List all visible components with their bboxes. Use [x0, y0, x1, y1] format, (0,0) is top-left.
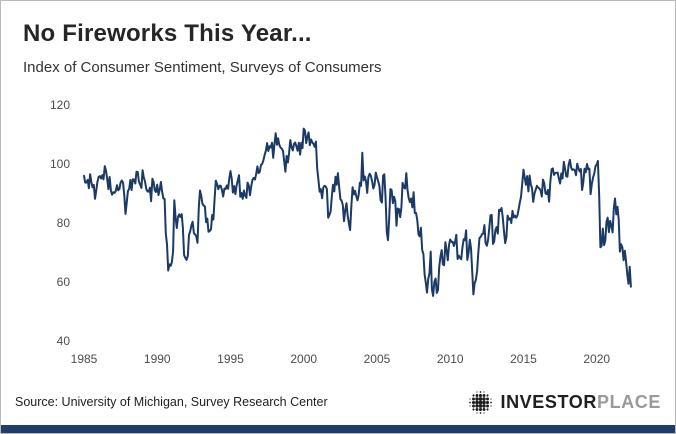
globe-dot [482, 396, 487, 401]
globe-dot [476, 407, 479, 411]
brand-primary: INVESTOR [500, 391, 597, 412]
x-axis-tick-label: 1990 [144, 352, 171, 366]
y-axis-tick-label: 40 [57, 334, 71, 348]
globe-dot [482, 400, 487, 404]
globe-dot [483, 393, 486, 397]
globe-dot [472, 407, 476, 411]
source-attribution: Source: University of Michigan, Survey R… [15, 395, 328, 409]
y-axis-tick-label: 120 [50, 98, 70, 112]
globe-dot [490, 397, 493, 400]
globe-dot [476, 390, 479, 393]
globe-dot [479, 403, 483, 408]
x-axis-tick-label: 2000 [290, 352, 317, 366]
dot-globe-icon [469, 390, 493, 414]
page-title: No Fireworks This Year... [23, 20, 312, 47]
globe-dot [472, 400, 476, 404]
globe-dot [483, 390, 486, 393]
x-axis-tick-label: 2005 [364, 352, 391, 366]
y-axis-tick-label: 80 [57, 216, 71, 230]
accent-bottom-bar [1, 425, 675, 433]
chart-footer: Source: University of Michigan, Survey R… [1, 379, 675, 425]
globe-dot [476, 411, 479, 414]
chart-header: No Fireworks This Year... Index of Consu… [1, 1, 675, 77]
chart-subtitle: Index of Consumer Sentiment, Surveys of … [23, 59, 382, 76]
globe-dot [472, 393, 476, 397]
globe-dot [479, 396, 483, 401]
sentiment-line-chart: 40 60 80 100 120 1985 1990 1995 2000 2005 2010 2015… [50, 98, 632, 366]
globe-dot [483, 407, 486, 411]
y-axis-tick-label: 100 [50, 157, 70, 171]
globe-dot [486, 407, 490, 411]
globe-dot [469, 397, 472, 400]
globe-dot [480, 411, 482, 414]
x-axis-tick-label: 1985 [71, 352, 98, 366]
globe-dot [476, 393, 479, 397]
globe-dot [482, 403, 487, 408]
brand-secondary: PLACE [596, 391, 661, 412]
x-axis-tick-label: 2010 [437, 352, 464, 366]
globe-dot [490, 401, 493, 403]
globe-dot [480, 390, 482, 393]
chart-area: 40 60 80 100 120 1985 1990 1995 2000 2005 2010 2015… [1, 77, 675, 382]
globe-dot [486, 397, 490, 400]
globe-dot [475, 400, 480, 404]
globe-dot [483, 411, 486, 414]
globe-dot [469, 401, 472, 403]
brand-wordmark: INVESTORPLACE [500, 392, 661, 413]
investorplace-logo: INVESTORPLACE [468, 390, 661, 415]
globe-dot [486, 400, 490, 404]
globe-dot [479, 393, 483, 397]
globe-dot [475, 396, 480, 401]
globe-dot [490, 404, 493, 407]
globe-dot [472, 397, 476, 400]
globe-dot [486, 404, 490, 407]
globe-dot [469, 404, 472, 407]
globe-dot [479, 407, 483, 411]
globe-dot [475, 403, 480, 408]
x-axis-tick-label: 2020 [583, 352, 610, 366]
x-axis-tick-label: 1995 [217, 352, 244, 366]
consumer-sentiment-line [83, 127, 632, 297]
globe-dot [486, 393, 490, 397]
globe-dot [479, 400, 483, 404]
y-axis-tick-label: 60 [57, 275, 71, 289]
x-axis-tick-label: 2015 [510, 352, 537, 366]
globe-dot [472, 404, 476, 407]
